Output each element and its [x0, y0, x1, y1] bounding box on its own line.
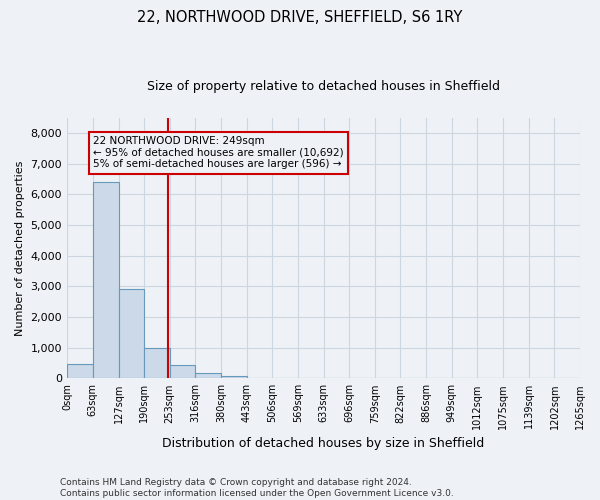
- Bar: [195, 374, 221, 378]
- Bar: [67, 364, 92, 378]
- Y-axis label: Number of detached properties: Number of detached properties: [15, 160, 25, 336]
- Text: 22, NORTHWOOD DRIVE, SHEFFIELD, S6 1RY: 22, NORTHWOOD DRIVE, SHEFFIELD, S6 1RY: [137, 10, 463, 25]
- Bar: [92, 182, 119, 378]
- Title: Size of property relative to detached houses in Sheffield: Size of property relative to detached ho…: [147, 80, 500, 93]
- Bar: [170, 366, 195, 378]
- Bar: [119, 290, 144, 378]
- Text: 22 NORTHWOOD DRIVE: 249sqm
← 95% of detached houses are smaller (10,692)
5% of s: 22 NORTHWOOD DRIVE: 249sqm ← 95% of deta…: [94, 136, 344, 170]
- X-axis label: Distribution of detached houses by size in Sheffield: Distribution of detached houses by size …: [163, 437, 485, 450]
- Text: Contains HM Land Registry data © Crown copyright and database right 2024.
Contai: Contains HM Land Registry data © Crown c…: [60, 478, 454, 498]
- Bar: [221, 376, 247, 378]
- Bar: [144, 348, 170, 378]
